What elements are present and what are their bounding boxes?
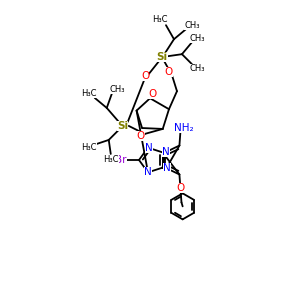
Text: Br: Br [115, 155, 127, 165]
Text: O: O [165, 67, 173, 77]
Text: Si: Si [156, 52, 167, 62]
Text: H₃C: H₃C [81, 143, 97, 152]
Text: CH₃: CH₃ [109, 85, 124, 94]
Text: O: O [176, 183, 184, 194]
Text: N: N [144, 167, 152, 177]
Text: CH₃: CH₃ [189, 64, 205, 73]
Text: N: N [163, 147, 170, 157]
Text: N: N [164, 163, 171, 173]
Text: O: O [136, 131, 145, 141]
Text: O: O [141, 70, 149, 81]
Text: NH₂: NH₂ [174, 123, 194, 133]
Text: H₃C: H₃C [152, 15, 168, 24]
Text: O: O [148, 89, 156, 99]
Text: H₃C: H₃C [103, 155, 118, 164]
Text: N: N [145, 142, 153, 153]
Text: CH₃: CH₃ [184, 21, 200, 30]
Text: Si: Si [117, 121, 128, 131]
Text: H₃C: H₃C [81, 89, 97, 98]
Text: CH₃: CH₃ [189, 34, 205, 43]
